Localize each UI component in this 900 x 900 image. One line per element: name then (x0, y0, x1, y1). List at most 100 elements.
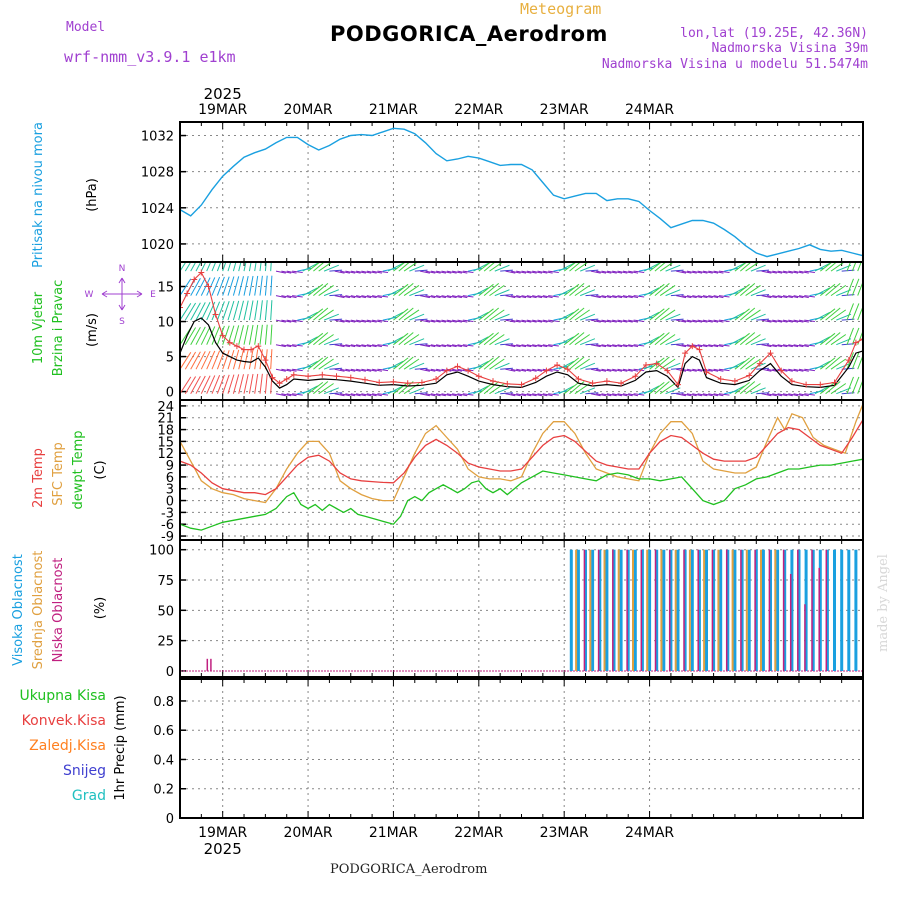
compass-n: N (119, 264, 126, 274)
wind-arrow (259, 300, 263, 321)
wind-arrow (745, 358, 761, 370)
wind-arrow (297, 316, 312, 321)
wind-arrow (340, 295, 350, 299)
wind-arrow (628, 295, 639, 299)
wind-arrow (724, 267, 739, 272)
wind-arrow (211, 375, 221, 394)
wind-arrow (553, 292, 568, 297)
wind-arrow (745, 334, 761, 346)
wind-arrow (649, 382, 665, 395)
wind-arrow (180, 278, 192, 296)
wind-arrow (825, 356, 841, 370)
wind-arrow (264, 324, 268, 345)
wind-arrow (248, 324, 254, 345)
wind-arrow (387, 336, 404, 346)
wind-arrow (606, 270, 617, 274)
wind-arrow (329, 392, 343, 395)
wind-arrow (494, 289, 510, 297)
gust-marker (675, 381, 681, 388)
wind-arrow (521, 270, 532, 274)
gust-marker (290, 371, 297, 378)
wind-arrow (819, 382, 836, 395)
wind-arrow (516, 344, 527, 348)
wind-arrow (473, 311, 489, 321)
wind-arrow (243, 349, 249, 370)
wind-arrow (467, 341, 483, 346)
wind-arrow (516, 368, 527, 372)
wind-arrow (692, 319, 703, 323)
wind-arrow (180, 303, 192, 321)
wind-arrow (521, 393, 532, 397)
wind-arrow (264, 373, 268, 394)
wind-arrow (505, 319, 516, 323)
y-tick-label: 0 (166, 665, 174, 680)
wind-arrow (612, 295, 623, 299)
wind-arrow (756, 318, 770, 321)
wind-arrow (232, 325, 240, 345)
wind-arrow (643, 336, 660, 346)
gust-marker (817, 381, 824, 388)
wind-arrow (281, 295, 292, 299)
wind-arrow (180, 352, 192, 370)
wind-arrow (766, 270, 777, 274)
wind-arrow (814, 385, 831, 395)
wind-arrow (697, 270, 708, 274)
wind-arrow (467, 365, 483, 370)
wind-arrow (830, 284, 847, 297)
wind-arrow (281, 319, 292, 323)
wind-arrow (819, 283, 836, 296)
wind-arrow (798, 295, 809, 299)
wind-arrow (510, 319, 521, 323)
gust-marker (831, 379, 838, 386)
wind-arrow (580, 362, 596, 370)
wind-arrow (307, 357, 324, 370)
gust-marker (418, 379, 425, 386)
wind-arrow (238, 325, 244, 345)
wind-arrow (670, 294, 684, 297)
wind-arrow (500, 392, 513, 395)
wind-arrow (382, 267, 397, 272)
t2m-ylabel: 2m Temp (31, 448, 46, 508)
wind-arrow (793, 344, 804, 348)
wind-arrow (708, 295, 719, 299)
wind-arrow (216, 276, 225, 296)
wind-arrow (216, 301, 225, 321)
precip-legend-item: Snijeg (63, 763, 106, 779)
wind-arrow (414, 392, 428, 395)
wind-arrow (350, 344, 361, 348)
wind-arrow (195, 375, 206, 394)
wind-arrow (232, 262, 237, 272)
gust-marker (703, 369, 710, 375)
wind-arrow (612, 393, 623, 397)
wind-arrow (692, 393, 703, 397)
x-tick-label-bottom: 23MAR (540, 825, 589, 841)
wind-arrow (670, 269, 684, 272)
gust-marker (860, 336, 863, 343)
wind-arrow (452, 270, 462, 274)
wind-arrow (676, 270, 687, 274)
wind-arrow (377, 368, 389, 372)
wind-arrow (851, 352, 860, 370)
wind-arrow (553, 341, 568, 346)
wind-arrow (558, 262, 575, 272)
x-tick-label-top: 21MAR (369, 102, 418, 118)
wind-arrow (398, 283, 414, 296)
wind-arrow (548, 319, 559, 322)
wind-arrow (649, 262, 663, 272)
wind-arrow (537, 270, 548, 274)
wind-arrow (532, 270, 543, 274)
wind-arrow (793, 368, 804, 372)
wind-arrow (574, 309, 590, 321)
wind-arrow (633, 393, 645, 396)
wind-arrow (206, 326, 216, 345)
wind-arrow (590, 393, 601, 397)
gust-marker (518, 381, 525, 388)
wind-arrow (729, 385, 745, 395)
wind-arrow (612, 368, 623, 372)
wind-arrow (643, 262, 660, 272)
wind-arrow (494, 338, 510, 346)
wind-arrow (857, 305, 863, 321)
wind-arrow (361, 295, 372, 299)
wind-arrow (270, 275, 273, 296)
wind-arrow (420, 344, 430, 348)
